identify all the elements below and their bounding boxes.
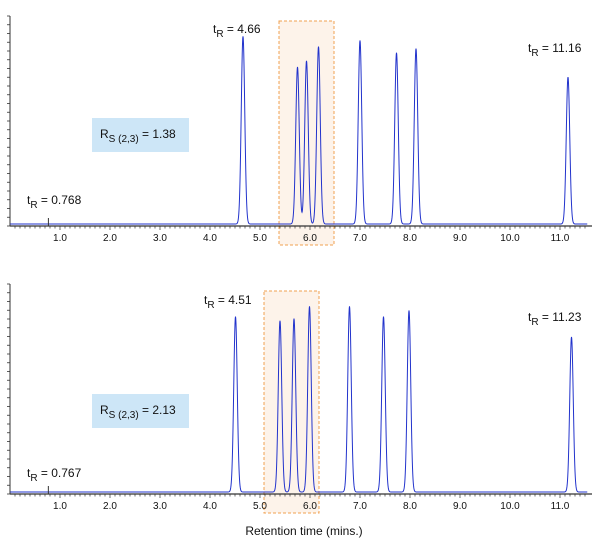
- bottom-x-tick-label: 5.0: [253, 501, 267, 512]
- top-first-peak-label: tR = 4.66: [213, 22, 261, 40]
- top-x-tick-label: 5.0: [253, 233, 267, 244]
- bottom-last-peak-label: tR = 11.23: [528, 310, 582, 328]
- top-chromatogram: 1.0 2.0 3.0 4.0 5.0 6.0 7.0 8.0 9.0 10.0 11.0 tR =…: [7, 15, 592, 246]
- top-chromatogram-trace: [10, 36, 588, 225]
- top-x-tick-label: 7.0: [353, 233, 367, 244]
- bottom-x-tick-label: 10.0: [500, 501, 520, 512]
- top-last-peak-label: tR = 11.16: [528, 41, 582, 59]
- bottom-chromatogram: 1.0 2.0 3.0 4.0 5.0 6.0 7.0 8.0 9.0 10.0 11.0 tR =…: [7, 283, 592, 514]
- top-x-tick-label: 2.0: [103, 233, 117, 244]
- top-highlight-region: [278, 20, 335, 246]
- bottom-resolution-box: [92, 394, 189, 428]
- bottom-x-tick-label: 8.0: [403, 501, 417, 512]
- top-x-tick-label: 3.0: [153, 233, 167, 244]
- top-resolution-box: [92, 118, 189, 152]
- bottom-x-axis-ticks: [14, 494, 586, 498]
- top-x-tick-labels: 1.0 2.0 3.0 4.0 5.0 6.0 7.0 8.0 9.0 10.0 11.0: [53, 233, 570, 244]
- bottom-x-tick-label: 7.0: [353, 501, 367, 512]
- bottom-x-tick-label: 9.0: [453, 501, 467, 512]
- bottom-x-tick-label: 4.0: [203, 501, 217, 512]
- bottom-x-tick-label: 11.0: [551, 501, 570, 512]
- top-x-axis-ticks: [14, 226, 586, 230]
- x-axis-title: Retention time (mins.): [245, 524, 362, 538]
- bottom-x-tick-label: 2.0: [103, 501, 117, 512]
- top-x-tick-label: 6.0: [303, 233, 317, 244]
- top-x-tick-label: 4.0: [203, 233, 217, 244]
- bottom-x-tick-labels: 1.0 2.0 3.0 4.0 5.0 6.0 7.0 8.0 9.0 10.0 11.0: [53, 501, 570, 512]
- top-x-tick-label: 9.0: [453, 233, 467, 244]
- bottom-resolution-label: RS (2,3) = 2.13: [100, 403, 176, 421]
- top-x-tick-label: 8.0: [403, 233, 417, 244]
- top-void-time-label: tR = 0.768: [27, 193, 82, 211]
- bottom-void-time-label: tR = 0.767: [27, 466, 82, 484]
- bottom-x-tick-label: 3.0: [153, 501, 167, 512]
- top-x-tick-label: 10.0: [500, 233, 520, 244]
- top-x-tick-label: 1.0: [53, 233, 67, 244]
- bottom-x-tick-label: 6.0: [303, 501, 317, 512]
- bottom-first-peak-label: tR = 4.51: [204, 293, 252, 311]
- top-resolution-label: RS (2,3) = 1.38: [100, 127, 176, 145]
- bottom-chromatogram-trace: [10, 306, 588, 493]
- bottom-x-tick-label: 1.0: [53, 501, 67, 512]
- top-x-tick-label: 11.0: [551, 233, 570, 244]
